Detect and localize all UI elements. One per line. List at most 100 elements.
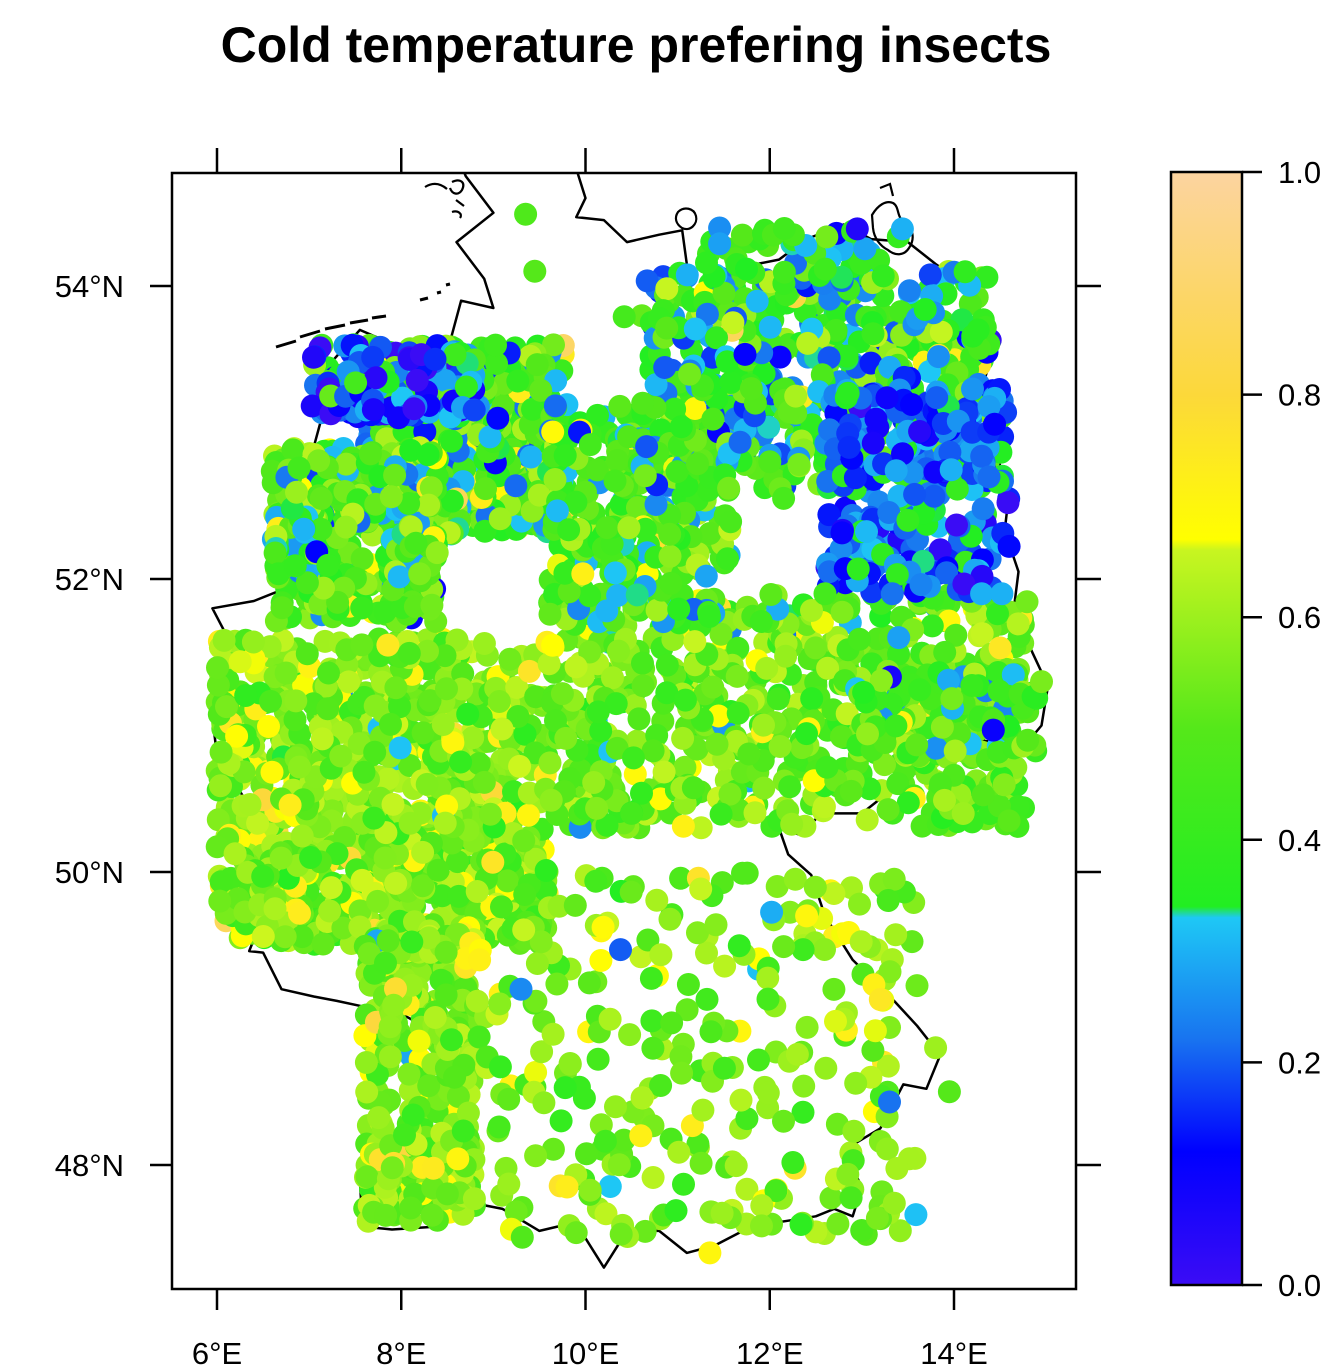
data-point <box>737 742 761 766</box>
data-point <box>655 277 679 301</box>
data-point <box>940 687 964 711</box>
data-point <box>374 951 397 975</box>
data-point <box>465 989 489 1013</box>
data-point <box>658 522 682 546</box>
data-point <box>376 633 400 657</box>
data-point <box>584 869 608 893</box>
data-point <box>839 1186 863 1210</box>
data-point <box>270 596 294 620</box>
data-point <box>644 493 668 516</box>
data-point <box>625 583 649 607</box>
data-point <box>649 943 673 967</box>
data-point <box>617 516 641 540</box>
data-point <box>1016 728 1040 752</box>
data-point <box>671 726 695 750</box>
data-point <box>795 1015 819 1039</box>
data-point <box>939 458 963 482</box>
data-point <box>521 397 544 421</box>
data-point <box>727 934 751 958</box>
data-point <box>726 701 750 725</box>
data-point <box>260 760 284 784</box>
data-point <box>778 775 802 799</box>
data-point <box>861 322 885 346</box>
data-point <box>601 666 624 690</box>
data-point <box>756 966 780 990</box>
data-point <box>848 892 871 916</box>
data-point <box>382 993 406 1017</box>
data-point <box>383 463 407 487</box>
data-point <box>660 1011 684 1035</box>
data-point <box>355 1080 379 1104</box>
data-point <box>863 1019 887 1043</box>
data-point <box>884 459 908 483</box>
data-point <box>639 966 663 990</box>
data-point <box>671 814 695 838</box>
data-point <box>263 897 287 921</box>
data-point <box>709 622 733 646</box>
data-point <box>519 445 543 469</box>
data-point <box>630 781 653 805</box>
data-point <box>443 1065 467 1089</box>
ruegen-island <box>870 182 914 256</box>
data-point <box>209 774 232 798</box>
data-point <box>440 831 464 855</box>
data-point <box>316 697 340 721</box>
data-point <box>882 1191 906 1215</box>
data-point <box>543 394 567 418</box>
data-point <box>420 1203 444 1227</box>
data-point <box>705 732 729 756</box>
x-tick-label: 10°E <box>552 1336 620 1369</box>
data-point <box>490 895 513 919</box>
data-point <box>629 1124 653 1148</box>
data-point <box>397 641 421 665</box>
data-point <box>781 1151 805 1174</box>
data-point <box>922 484 946 508</box>
data-point <box>497 1172 521 1196</box>
data-point <box>595 516 619 540</box>
data-point <box>876 889 900 912</box>
data-point <box>743 801 767 825</box>
data-point <box>541 633 565 657</box>
data-point <box>719 510 743 534</box>
data-point <box>435 794 459 818</box>
data-point <box>887 626 911 650</box>
data-point <box>871 264 895 288</box>
data-point <box>446 1147 470 1171</box>
data-point <box>756 1081 780 1105</box>
data-point <box>405 368 429 392</box>
data-point <box>454 375 478 399</box>
data-point <box>735 257 758 281</box>
data-point <box>307 449 331 473</box>
data-point <box>514 202 538 226</box>
data-point <box>423 1006 447 1029</box>
data-point <box>512 829 536 853</box>
data-point <box>603 469 627 493</box>
data-point <box>331 916 355 940</box>
data-point <box>795 722 818 746</box>
data-point <box>701 675 725 699</box>
data-point <box>527 483 551 507</box>
data-point <box>379 485 403 509</box>
data-point <box>309 487 333 510</box>
data-point <box>836 1162 860 1186</box>
data-point <box>288 755 311 779</box>
data-point <box>318 899 342 923</box>
data-point <box>987 679 1011 703</box>
data-point <box>487 1115 511 1139</box>
data-point <box>749 610 773 633</box>
data-point <box>704 913 728 937</box>
data-point <box>435 677 458 701</box>
data-point <box>350 633 374 657</box>
data-point <box>299 846 323 869</box>
data-point <box>635 269 659 293</box>
colorbar-tick-label: 1.0 <box>1278 155 1321 190</box>
data-point <box>425 541 449 565</box>
data-point <box>681 776 705 800</box>
data-point <box>667 1140 691 1164</box>
data-point <box>257 715 280 738</box>
data-point <box>699 1020 723 1044</box>
data-point <box>844 1071 868 1095</box>
data-point <box>890 217 914 241</box>
data-point <box>943 739 967 763</box>
data-point <box>721 311 745 335</box>
